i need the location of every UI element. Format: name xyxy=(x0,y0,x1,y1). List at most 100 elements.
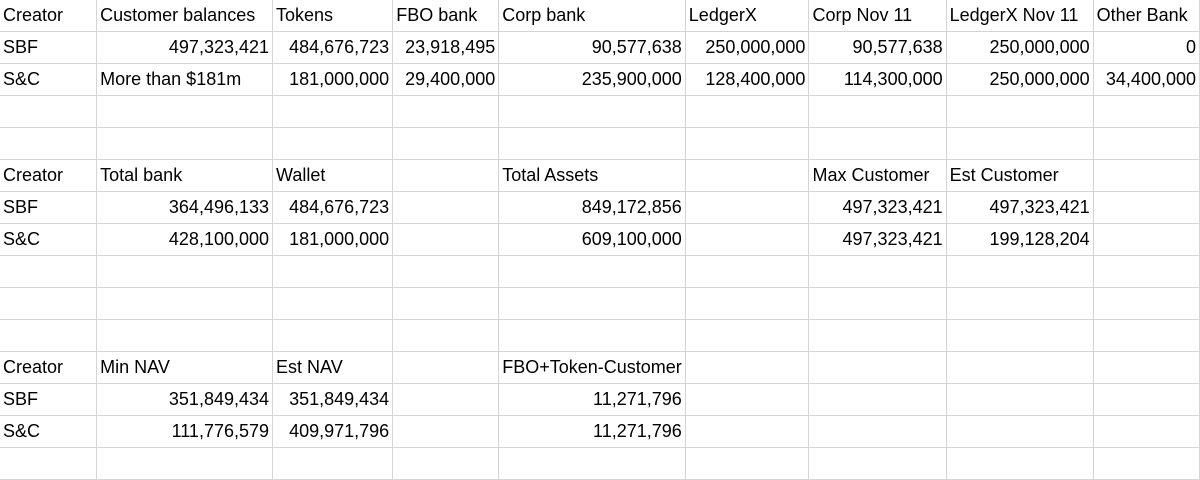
sheet-cell[interactable] xyxy=(392,159,500,192)
sheet-cell[interactable]: 128,400,000 xyxy=(685,63,810,96)
sheet-cell[interactable]: S&C xyxy=(0,223,98,256)
sheet-cell[interactable] xyxy=(1093,191,1200,224)
sheet-cell[interactable] xyxy=(808,319,947,352)
sheet-cell[interactable] xyxy=(272,319,394,352)
sheet-cell[interactable] xyxy=(1093,447,1200,480)
sheet-cell[interactable] xyxy=(96,287,274,320)
sheet-cell[interactable] xyxy=(392,351,500,384)
sheet-cell[interactable]: 497,323,421 xyxy=(946,191,1094,224)
sheet-cell[interactable]: 181,000,000 xyxy=(272,63,394,96)
sheet-cell[interactable]: FBO bank xyxy=(392,0,500,32)
sheet-cell[interactable]: S&C xyxy=(0,63,98,96)
sheet-cell[interactable]: 250,000,000 xyxy=(946,31,1094,64)
sheet-cell[interactable] xyxy=(498,95,686,128)
sheet-cell[interactable] xyxy=(946,287,1094,320)
sheet-cell[interactable] xyxy=(946,255,1094,288)
sheet-cell[interactable]: Creator xyxy=(0,0,98,32)
sheet-cell[interactable]: SBF xyxy=(0,383,98,416)
sheet-cell[interactable]: 409,971,796 xyxy=(272,415,394,448)
sheet-cell[interactable] xyxy=(808,95,947,128)
sheet-cell[interactable]: 29,400,000 xyxy=(392,63,500,96)
sheet-cell[interactable] xyxy=(1093,255,1200,288)
sheet-cell[interactable] xyxy=(685,319,810,352)
sheet-cell[interactable] xyxy=(0,319,98,352)
sheet-cell[interactable] xyxy=(946,95,1094,128)
sheet-cell[interactable]: 484,676,723 xyxy=(272,191,394,224)
sheet-cell[interactable] xyxy=(392,287,500,320)
sheet-cell[interactable] xyxy=(0,95,98,128)
sheet-cell[interactable]: Total Assets xyxy=(498,159,686,192)
sheet-cell[interactable] xyxy=(498,319,686,352)
sheet-cell[interactable] xyxy=(808,287,947,320)
sheet-cell[interactable]: Corp Nov 11 xyxy=(808,0,947,32)
sheet-cell[interactable]: SBF xyxy=(0,31,98,64)
sheet-cell[interactable]: Wallet xyxy=(272,159,394,192)
sheet-cell[interactable]: Tokens xyxy=(272,0,394,32)
sheet-cell[interactable] xyxy=(685,223,810,256)
sheet-cell[interactable] xyxy=(392,319,500,352)
sheet-cell[interactable] xyxy=(685,127,810,160)
sheet-cell[interactable] xyxy=(1093,319,1200,352)
sheet-cell[interactable]: More than $181m xyxy=(96,63,274,96)
sheet-cell[interactable] xyxy=(96,319,274,352)
sheet-cell[interactable] xyxy=(272,287,394,320)
sheet-cell[interactable] xyxy=(685,159,810,192)
sheet-cell[interactable]: LedgerX Nov 11 xyxy=(946,0,1094,32)
sheet-cell[interactable]: LedgerX xyxy=(685,0,810,32)
sheet-cell[interactable]: 849,172,856 xyxy=(498,191,686,224)
sheet-cell[interactable]: 199,128,204 xyxy=(946,223,1094,256)
sheet-cell[interactable]: 484,676,723 xyxy=(272,31,394,64)
sheet-cell[interactable] xyxy=(0,287,98,320)
sheet-cell[interactable] xyxy=(946,127,1094,160)
sheet-cell[interactable]: Max Customer xyxy=(808,159,947,192)
sheet-cell[interactable] xyxy=(392,383,500,416)
sheet-cell[interactable] xyxy=(685,287,810,320)
sheet-cell[interactable]: 90,577,638 xyxy=(808,31,947,64)
sheet-cell[interactable] xyxy=(1093,383,1200,416)
sheet-cell[interactable] xyxy=(96,127,274,160)
sheet-cell[interactable] xyxy=(498,127,686,160)
sheet-cell[interactable]: 250,000,000 xyxy=(685,31,810,64)
sheet-cell[interactable]: Min NAV xyxy=(96,351,274,384)
sheet-cell[interactable]: Total bank xyxy=(96,159,274,192)
sheet-cell[interactable] xyxy=(0,255,98,288)
sheet-cell[interactable] xyxy=(808,383,947,416)
sheet-cell[interactable] xyxy=(96,95,274,128)
sheet-cell[interactable] xyxy=(392,255,500,288)
sheet-cell[interactable]: 497,323,421 xyxy=(808,191,947,224)
sheet-cell[interactable] xyxy=(946,415,1094,448)
sheet-cell[interactable] xyxy=(946,319,1094,352)
sheet-cell[interactable]: 111,776,579 xyxy=(96,415,274,448)
sheet-cell[interactable]: 250,000,000 xyxy=(946,63,1094,96)
sheet-cell[interactable]: 351,849,434 xyxy=(272,383,394,416)
sheet-cell[interactable] xyxy=(946,351,1094,384)
sheet-cell[interactable] xyxy=(392,223,500,256)
sheet-cell[interactable] xyxy=(685,415,810,448)
sheet-cell[interactable]: 364,496,133 xyxy=(96,191,274,224)
sheet-cell[interactable] xyxy=(498,447,686,480)
sheet-cell[interactable]: 497,323,421 xyxy=(808,223,947,256)
sheet-cell[interactable] xyxy=(392,191,500,224)
sheet-cell[interactable] xyxy=(946,447,1094,480)
sheet-cell[interactable] xyxy=(96,447,274,480)
sheet-cell[interactable] xyxy=(0,447,98,480)
sheet-cell[interactable]: Creator xyxy=(0,159,98,192)
sheet-cell[interactable] xyxy=(498,255,686,288)
sheet-cell[interactable]: Customer balances xyxy=(96,0,274,32)
sheet-cell[interactable]: Est NAV xyxy=(272,351,394,384)
sheet-cell[interactable] xyxy=(808,415,947,448)
sheet-cell[interactable] xyxy=(808,447,947,480)
sheet-cell[interactable]: 23,918,495 xyxy=(392,31,500,64)
sheet-cell[interactable] xyxy=(808,351,947,384)
sheet-cell[interactable]: 609,100,000 xyxy=(498,223,686,256)
sheet-cell[interactable] xyxy=(1093,223,1200,256)
sheet-cell[interactable]: Other Bank xyxy=(1093,0,1200,32)
sheet-cell[interactable]: 114,300,000 xyxy=(808,63,947,96)
sheet-cell[interactable]: 235,900,000 xyxy=(498,63,686,96)
sheet-cell[interactable] xyxy=(392,415,500,448)
sheet-cell[interactable] xyxy=(1093,415,1200,448)
sheet-cell[interactable] xyxy=(685,351,810,384)
sheet-cell[interactable]: Est Customer xyxy=(946,159,1094,192)
sheet-cell[interactable]: 428,100,000 xyxy=(96,223,274,256)
sheet-cell[interactable] xyxy=(392,447,500,480)
